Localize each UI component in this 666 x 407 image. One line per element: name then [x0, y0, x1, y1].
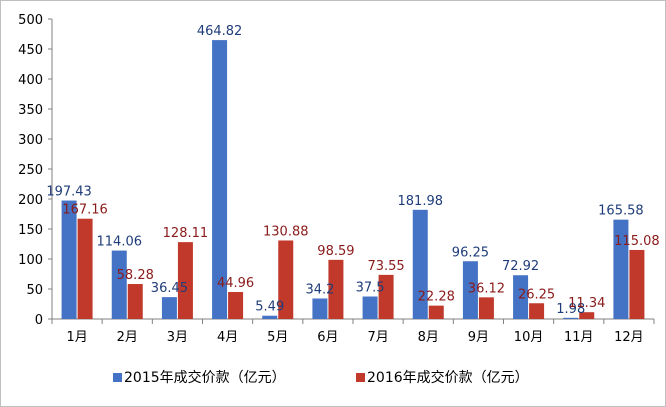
y-tick-label: 200 [18, 193, 43, 208]
bar-2016 [127, 284, 143, 319]
bar-2015 [362, 296, 378, 319]
x-tick-label: 9月 [468, 330, 489, 345]
data-label-2016: 167.16 [62, 203, 108, 218]
bar-2015 [111, 250, 127, 319]
data-label-2016: 128.11 [163, 226, 209, 241]
legend: 2015年成交价款（亿元） 2016年成交价款（亿元） [113, 369, 529, 386]
data-label-2015: 72.92 [502, 259, 539, 274]
data-label-2015: 37.5 [356, 281, 385, 296]
y-tick-label: 350 [18, 103, 43, 118]
bar-2016 [278, 240, 294, 319]
x-tick-label: 3月 [167, 330, 188, 345]
legend-label-2016: 2016年成交价款（亿元） [367, 369, 529, 386]
x-tick-label: 5月 [267, 330, 288, 345]
data-label-2015: 34.2 [305, 282, 334, 297]
bar-2016 [478, 297, 494, 319]
y-tick-label: 450 [18, 43, 43, 58]
data-label-2016: 98.59 [317, 244, 354, 259]
data-label-2016: 58.28 [117, 268, 154, 283]
data-label-2015: 464.82 [197, 24, 243, 39]
bar-2015 [161, 297, 177, 319]
bar-2015 [513, 275, 529, 319]
data-label-2016: 11.34 [568, 296, 605, 311]
data-label-2015: 114.06 [97, 235, 143, 250]
bar-2015 [312, 298, 328, 319]
y-tick-label: 300 [18, 133, 43, 148]
bar-2016 [579, 312, 595, 319]
x-tick-label: 1月 [66, 330, 87, 345]
bar-2016 [177, 242, 193, 319]
legend-swatch-2016 [356, 373, 365, 382]
data-label-2015: 197.43 [46, 185, 92, 200]
data-label-2015: 5.49 [255, 300, 284, 315]
data-label-2015: 165.58 [598, 204, 644, 219]
x-tick-label: 12月 [614, 330, 644, 345]
legend-label-2015: 2015年成交价款（亿元） [124, 369, 286, 386]
bar-2015 [212, 40, 228, 319]
x-tick-label: 10月 [514, 330, 544, 345]
bar-2016 [629, 249, 645, 319]
bar-2015 [563, 317, 579, 319]
data-label-2016: 44.96 [217, 276, 254, 291]
data-label-2015: 96.25 [452, 245, 489, 260]
bar-2016 [77, 218, 93, 319]
bar-2015 [412, 209, 428, 319]
x-tick-label: 4月 [217, 330, 238, 345]
plot-area: 0 50 100 150 200 250 300 350 400 450 500 1月 2月 3月 4月 5月… [18, 13, 659, 345]
x-tick-label: 6月 [317, 330, 338, 345]
bar-2015 [462, 261, 478, 319]
data-label-2016: 115.08 [614, 234, 660, 249]
y-tick-label: 50 [26, 283, 43, 298]
y-tick-label: 150 [18, 223, 43, 238]
bar-2016 [378, 274, 394, 319]
x-tick-label: 7月 [367, 330, 388, 345]
x-tick-label: 11月 [564, 330, 594, 345]
data-label-2015: 36.45 [151, 281, 188, 296]
y-tick-label: 500 [18, 13, 43, 28]
y-tick-label: 0 [35, 313, 43, 328]
data-label-2016: 26.25 [518, 287, 555, 302]
legend-swatch-2015 [113, 373, 122, 382]
data-label-2015: 181.98 [398, 194, 444, 209]
bar-2015 [61, 200, 77, 319]
y-tick-label: 100 [18, 253, 43, 268]
bar-2015 [613, 219, 629, 319]
bar-2016 [428, 305, 444, 319]
bar-2016 [328, 259, 344, 319]
data-label-2016: 130.88 [263, 224, 309, 239]
y-tick-label: 400 [18, 73, 43, 88]
data-label-2016: 22.28 [418, 290, 455, 305]
x-tick-label: 2月 [117, 330, 138, 345]
bar-2015 [262, 315, 278, 319]
bar-2016 [529, 303, 545, 319]
data-label-2016: 73.55 [367, 259, 404, 274]
bar-2016 [228, 292, 244, 319]
data-label-2015: 1.98 [556, 302, 585, 317]
x-tick-label: 8月 [418, 330, 439, 345]
y-tick-label: 250 [18, 163, 43, 178]
data-label-2016: 36.12 [468, 281, 505, 296]
